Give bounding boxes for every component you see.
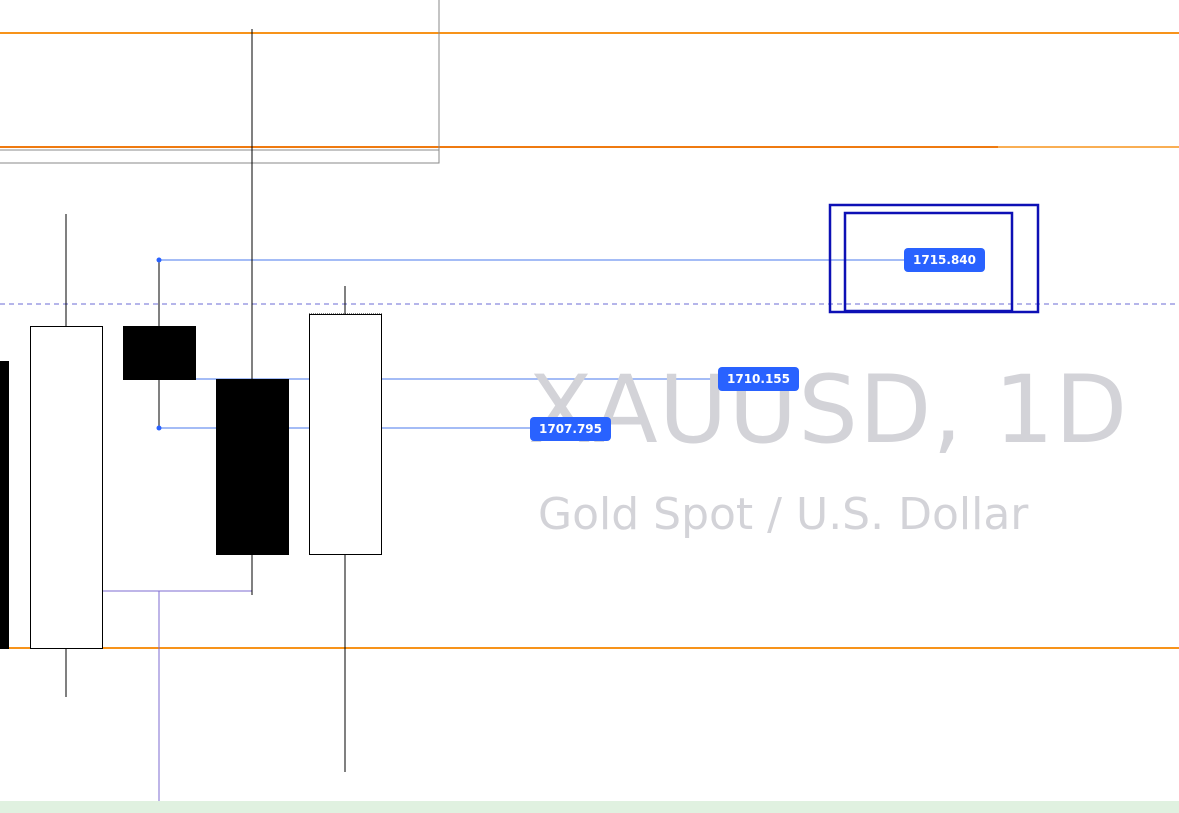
description-watermark: Gold Spot / U.S. Dollar: [538, 489, 1029, 540]
candle-2-body[interactable]: [123, 326, 196, 380]
bottom-band: [0, 801, 1179, 813]
symbol-watermark: XAUUSD, 1D: [528, 356, 1129, 465]
candle-3-body[interactable]: [216, 379, 289, 555]
price-badge-1707[interactable]: 1707.795: [530, 417, 612, 441]
zone-rectangle-inner[interactable]: [843, 211, 1014, 313]
gray-rectangle-drawing[interactable]: [0, 149, 440, 164]
candle-4-body[interactable]: [309, 314, 382, 555]
price-badge-1710[interactable]: 1710.155: [718, 367, 800, 391]
price-badge-1715[interactable]: 1715.840: [904, 248, 986, 272]
candle-1-body[interactable]: [30, 326, 103, 649]
candle-0-body[interactable]: [0, 361, 9, 649]
anchor-point-top[interactable]: [156, 257, 162, 263]
anchor-point-bottom[interactable]: [156, 425, 162, 431]
